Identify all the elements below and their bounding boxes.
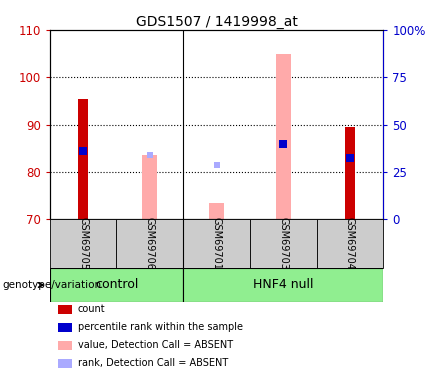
Bar — [183, 268, 383, 302]
Text: control: control — [95, 279, 138, 291]
Bar — [345, 127, 355, 219]
Bar — [58, 304, 72, 314]
Bar — [142, 156, 157, 219]
Bar — [58, 322, 72, 332]
Bar — [250, 219, 317, 268]
Point — [346, 155, 353, 161]
Bar — [317, 219, 383, 268]
Bar — [183, 219, 250, 268]
Text: GSM69705: GSM69705 — [78, 217, 88, 270]
Bar — [50, 219, 116, 268]
Title: GDS1507 / 1419998_at: GDS1507 / 1419998_at — [136, 15, 297, 29]
Text: count: count — [78, 304, 106, 314]
Text: genotype/variation: genotype/variation — [2, 280, 101, 290]
Bar — [50, 268, 183, 302]
Bar — [58, 340, 72, 350]
Text: GSM69706: GSM69706 — [145, 217, 155, 270]
Text: percentile rank within the sample: percentile rank within the sample — [78, 322, 243, 332]
Bar — [58, 358, 72, 368]
Point — [213, 162, 220, 168]
Point — [146, 153, 153, 159]
Bar — [78, 99, 88, 219]
Point — [280, 141, 287, 147]
Bar — [116, 219, 183, 268]
Text: GSM69704: GSM69704 — [345, 217, 355, 270]
Bar — [209, 203, 224, 219]
Text: GSM69701: GSM69701 — [211, 217, 222, 270]
Point — [80, 148, 87, 154]
Text: value, Detection Call = ABSENT: value, Detection Call = ABSENT — [78, 340, 233, 350]
Text: HNF4 null: HNF4 null — [253, 279, 313, 291]
Text: GSM69703: GSM69703 — [278, 217, 288, 270]
Bar — [276, 54, 291, 219]
Text: rank, Detection Call = ABSENT: rank, Detection Call = ABSENT — [78, 358, 228, 368]
